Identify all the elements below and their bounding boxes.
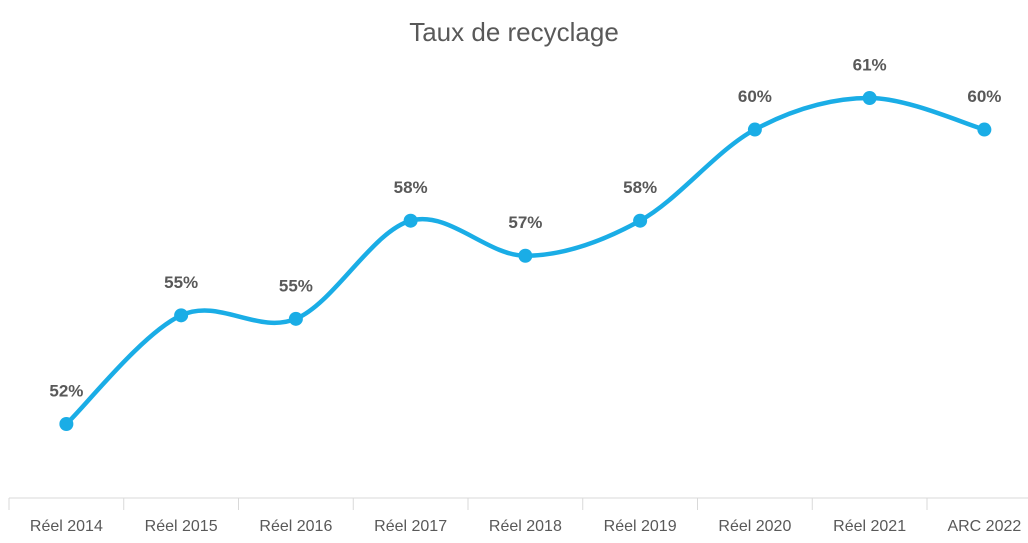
data-label: 60%	[738, 87, 772, 106]
data-label: 52%	[49, 381, 83, 400]
marker	[518, 248, 533, 263]
marker	[174, 308, 189, 323]
data-label: 55%	[279, 276, 313, 295]
x-tick-label: Réel 2019	[604, 518, 677, 535]
x-tick-label: ARC 2022	[947, 518, 1021, 535]
marker	[288, 311, 303, 326]
data-label: 55%	[164, 273, 198, 292]
x-tick-label: Réel 2021	[833, 518, 906, 535]
x-tick-label: Réel 2020	[718, 518, 791, 535]
marker	[977, 122, 992, 137]
x-tick-label: Réel 2016	[259, 518, 332, 535]
chart-title: Taux de recyclage	[409, 17, 619, 47]
data-label: 61%	[853, 55, 887, 74]
data-label: 58%	[394, 178, 428, 197]
x-tick-label: Réel 2018	[489, 518, 562, 535]
marker	[862, 91, 877, 105]
x-tick-label: Réel 2014	[30, 518, 103, 535]
marker	[633, 213, 648, 228]
marker	[59, 417, 74, 431]
marker	[403, 213, 418, 228]
data-label: 60%	[967, 87, 1001, 106]
marker	[747, 122, 762, 137]
data-label: 58%	[623, 178, 657, 197]
x-tick-label: Réel 2017	[374, 518, 447, 535]
data-label: 57%	[508, 213, 542, 232]
x-tick-label: Réel 2015	[145, 518, 218, 535]
